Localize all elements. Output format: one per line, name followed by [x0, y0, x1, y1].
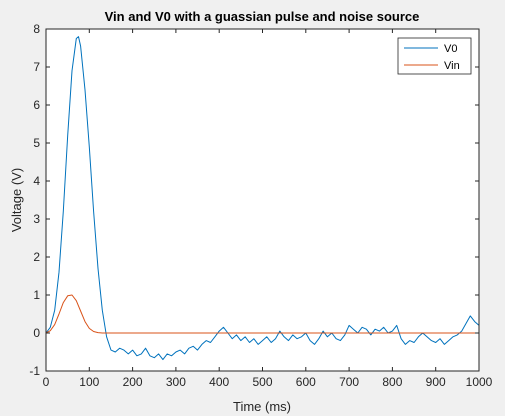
x-axis-label: Time (ms)	[233, 399, 291, 414]
y-tick-label: 4	[33, 174, 40, 188]
x-tick-label: 300	[166, 375, 186, 389]
x-tick-label: 800	[382, 375, 402, 389]
y-tick-label: -1	[29, 364, 40, 378]
x-tick-label: 400	[209, 375, 229, 389]
legend-label-vin: Vin	[444, 60, 460, 72]
chart-title: Vin and V0 with a guassian pulse and noi…	[105, 9, 420, 24]
x-tick-label: 500	[252, 375, 272, 389]
legend-box	[397, 37, 472, 75]
y-tick-label: 2	[33, 250, 40, 264]
x-tick-label: 0	[43, 375, 50, 389]
x-tick-label: 600	[296, 375, 316, 389]
x-tick-label: 700	[339, 375, 359, 389]
axes-background	[46, 29, 479, 371]
series-line-vin	[45, 294, 479, 334]
series-line-v0	[45, 36, 480, 361]
x-tick-label: 100	[79, 375, 99, 389]
ticks-layer: 0 100 200 300 400 500 600 700 800 900 1000-1012345…	[29, 22, 492, 389]
y-tick-label: 6	[33, 98, 40, 112]
y-tick-label: 0	[33, 326, 40, 340]
y-tick-label: 7	[33, 60, 40, 74]
legend: V0 Vin	[397, 37, 472, 75]
x-tick-label: 900	[426, 375, 446, 389]
y-axis-label: Voltage (V)	[9, 168, 24, 232]
x-tick-label: 1000	[466, 375, 493, 389]
y-tick-label: 3	[33, 212, 40, 226]
legend-label-v0: V0	[444, 43, 457, 55]
y-tick-label: 1	[33, 288, 40, 302]
x-tick-label: 200	[123, 375, 143, 389]
y-tick-label: 5	[33, 136, 40, 150]
series-layer	[45, 36, 480, 361]
y-tick-label: 8	[33, 22, 40, 36]
